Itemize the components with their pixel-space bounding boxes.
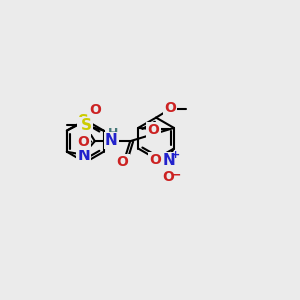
Text: O: O <box>78 135 89 149</box>
Text: N: N <box>105 133 118 148</box>
Text: O: O <box>148 123 160 137</box>
Text: S: S <box>80 118 92 133</box>
Text: +: + <box>171 150 181 160</box>
Text: N: N <box>77 148 90 163</box>
Text: O: O <box>89 103 101 117</box>
Text: O: O <box>164 101 176 115</box>
Text: O: O <box>117 155 128 169</box>
Text: −: − <box>170 169 181 182</box>
Text: S: S <box>78 114 89 129</box>
Text: O: O <box>149 153 161 167</box>
Text: H: H <box>108 127 118 140</box>
Text: N: N <box>162 153 175 168</box>
Text: O: O <box>163 170 175 184</box>
